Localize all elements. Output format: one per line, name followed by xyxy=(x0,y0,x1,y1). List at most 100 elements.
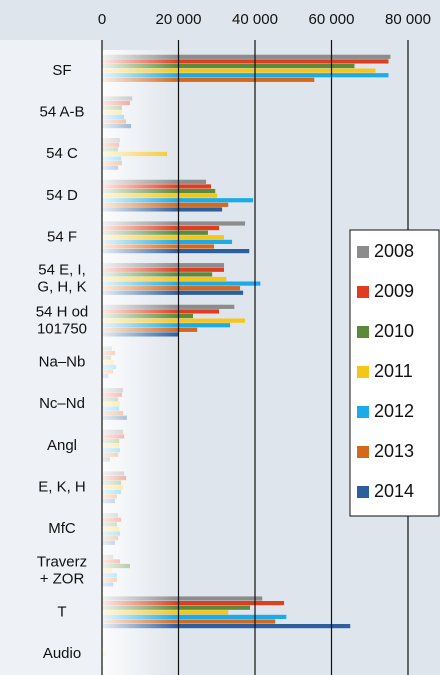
category-label: 54 A-B xyxy=(39,103,84,120)
bar xyxy=(102,443,120,448)
bar xyxy=(102,448,120,453)
bar xyxy=(102,96,133,101)
bar xyxy=(102,207,223,212)
bar xyxy=(102,568,112,573)
category-label: Nc–Nd xyxy=(39,395,85,412)
bar xyxy=(102,239,233,244)
bar xyxy=(102,559,120,564)
bar xyxy=(102,438,120,444)
bar xyxy=(102,351,116,356)
bar xyxy=(102,605,251,610)
x-tick-label: 80 000 xyxy=(385,11,431,28)
bar xyxy=(102,235,225,240)
legend-label: 2014 xyxy=(374,481,414,501)
bar xyxy=(102,513,119,518)
legend: 2008 2009 2010 2011 2012 2013 2014 xyxy=(349,229,440,517)
bar xyxy=(102,489,122,494)
bar xyxy=(102,286,241,291)
bar xyxy=(102,124,132,129)
bar xyxy=(102,142,120,147)
legend-swatch xyxy=(357,406,369,418)
bar xyxy=(102,54,391,59)
bar xyxy=(102,179,207,184)
bar xyxy=(102,188,216,194)
category-label: 54 E, I, G, H, K xyxy=(37,262,86,296)
bar xyxy=(102,360,114,365)
bar xyxy=(102,138,120,143)
bar xyxy=(102,105,122,110)
bar xyxy=(102,411,124,416)
legend-label: 2008 xyxy=(374,241,414,261)
category-label: 54 D xyxy=(46,187,78,204)
bar xyxy=(102,101,130,106)
bar xyxy=(102,452,119,457)
bar xyxy=(102,614,287,619)
category-label: E, K, H xyxy=(38,478,86,495)
bar xyxy=(102,323,231,328)
legend-label: 2013 xyxy=(374,441,414,461)
x-tick-label: 20 000 xyxy=(156,11,202,28)
bar xyxy=(102,198,254,203)
bar xyxy=(102,304,235,309)
bar xyxy=(102,369,114,374)
bar xyxy=(102,327,198,332)
bar xyxy=(102,582,114,587)
bar xyxy=(102,355,112,360)
bar xyxy=(102,290,244,295)
bar xyxy=(102,221,246,226)
bar xyxy=(102,226,220,231)
bar xyxy=(102,554,114,559)
bar xyxy=(102,263,225,268)
bar xyxy=(102,480,122,485)
legend-swatch xyxy=(357,366,369,378)
bar xyxy=(102,309,220,314)
bar xyxy=(102,267,225,272)
bar xyxy=(102,517,122,522)
bar xyxy=(102,59,389,64)
bar xyxy=(102,374,109,379)
legend-label: 2009 xyxy=(374,281,414,301)
bar xyxy=(102,536,119,541)
bar xyxy=(102,401,120,407)
category-label: Na–Nb xyxy=(39,353,86,370)
legend-label: 2011 xyxy=(374,361,413,381)
x-tick-label: 60 000 xyxy=(309,11,355,28)
bar xyxy=(102,476,127,481)
category-label: Traverz + ZOR xyxy=(37,553,87,587)
category-label: 54 C xyxy=(46,145,78,162)
bar xyxy=(102,573,117,578)
bar xyxy=(102,596,263,601)
bar xyxy=(102,332,179,337)
bar xyxy=(102,364,117,369)
legend-swatch xyxy=(357,246,369,258)
x-tick-label: 0 xyxy=(98,11,106,28)
bar xyxy=(102,313,194,319)
bar xyxy=(102,388,124,393)
bar xyxy=(102,563,130,569)
bar xyxy=(102,249,250,254)
bar xyxy=(102,624,351,629)
bar xyxy=(102,577,117,582)
category-label: Angl xyxy=(47,437,77,454)
bar xyxy=(102,406,120,411)
legend-swatch xyxy=(357,286,369,298)
bar xyxy=(102,415,127,420)
bar xyxy=(102,165,119,170)
bar xyxy=(102,429,124,434)
bar xyxy=(102,494,117,499)
bar xyxy=(102,119,127,124)
bar xyxy=(102,526,120,532)
bar xyxy=(102,281,261,286)
bar xyxy=(102,276,227,282)
legend-label: 2012 xyxy=(374,401,414,421)
x-tick-label: 40 000 xyxy=(232,11,278,28)
category-label: 54 F xyxy=(47,228,77,245)
bar xyxy=(102,110,122,115)
bar xyxy=(102,114,125,119)
bar xyxy=(102,161,122,166)
bar xyxy=(102,457,111,462)
legend-swatch xyxy=(357,446,369,458)
legend-swatch xyxy=(357,326,369,338)
bar xyxy=(102,230,208,235)
